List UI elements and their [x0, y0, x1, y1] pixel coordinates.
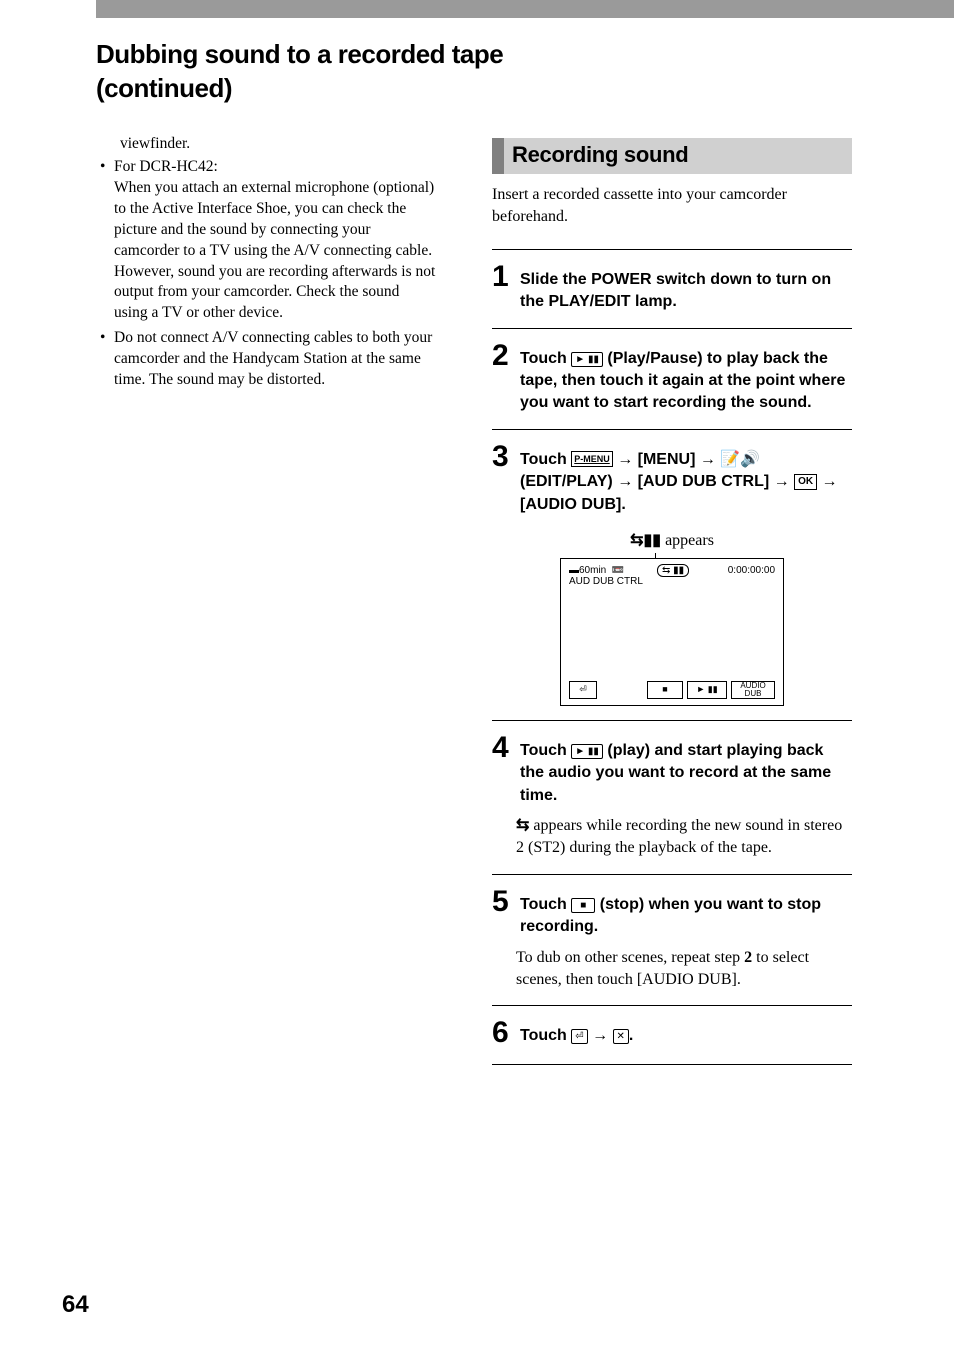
lcd-battery-icon: ▬ — [569, 565, 579, 576]
record-icon: ⇆ — [516, 817, 529, 834]
lcd-audiodub-l2: DUB — [745, 690, 762, 698]
right-column: Recording sound Insert a recorded casset… — [492, 138, 852, 1065]
pmenu-icon: P-MENU — [571, 451, 613, 468]
step-6: 6 Touch ⏎ → ✕. — [492, 1005, 852, 1065]
appears-text: appears — [661, 532, 714, 549]
editplay-glyph-icon: 📝🔊 — [720, 451, 760, 468]
lcd-spacer — [601, 681, 643, 699]
step-5-plain: To dub on other scenes, repeat step 2 to… — [516, 947, 852, 992]
section-header: Recording sound — [492, 138, 852, 174]
step-6-text: Touch ⏎ → ✕. — [520, 1016, 846, 1047]
lcd-dv-icon: 📼 — [612, 565, 624, 576]
play-icon: ► ▮▮ — [571, 744, 603, 759]
step-1-text: Slide the POWER switch down to turn on t… — [520, 260, 846, 314]
back-icon: ⏎ — [571, 1029, 587, 1044]
bullet-2-body: Do not connect A/V connecting cables to … — [114, 329, 432, 388]
bullet-2: Do not connect A/V connecting cables to … — [100, 328, 436, 391]
step-2: 2 Touch ► ▮▮ (Play/Pause) to play back t… — [492, 328, 852, 429]
step-6-period: . — [629, 1027, 633, 1044]
auddubctrl-label: [AUD DUB CTRL] — [638, 473, 770, 490]
arrow-icon: → — [817, 473, 837, 490]
arrow-icon: → — [588, 1027, 613, 1044]
audiodub-label: [AUDIO DUB]. — [520, 496, 626, 513]
lcd-audiodub-button: AUDIO DUB — [731, 681, 775, 699]
step-5: 5 Touch ■ (stop) when you want to stop r… — [492, 874, 852, 1006]
page-number: 64 — [62, 1291, 89, 1319]
step-5-plain-pre: To dub on other scenes, repeat step — [516, 949, 744, 966]
lcd-tick — [655, 553, 656, 559]
step-2-touch: Touch — [520, 350, 567, 367]
step-6-num: 6 — [492, 1016, 516, 1050]
lcd-top-left: ▬60min 📼 AUD DUB CTRL — [569, 565, 643, 587]
lcd-timecode: 0:00:00:00 — [728, 565, 775, 576]
step-4-text: Touch ► ▮▮ (play) and start playing back… — [520, 731, 846, 807]
step-4-plain: ⇆ appears while recording the new sound … — [516, 815, 852, 860]
bullet-1-lead: For DCR-HC42: — [114, 158, 218, 175]
arrow-icon: → — [613, 473, 638, 490]
step-4-num: 4 — [492, 731, 516, 765]
step-1: 1 Slide the POWER switch down to turn on… — [492, 249, 852, 328]
page-title: Dubbing sound to a recorded tape (contin… — [96, 38, 503, 106]
lcd-back-button: ⏎ — [569, 681, 597, 699]
step-3-touch: Touch — [520, 451, 571, 468]
step-4-plain-text: appears while recording the new sound in… — [516, 817, 842, 856]
step-2-text: Touch ► ▮▮ (Play/Pause) to play back the… — [520, 339, 846, 415]
lcd-battery-text: 60min — [579, 565, 606, 576]
step-5-num: 5 — [492, 885, 516, 919]
arrow-icon: → — [695, 451, 720, 468]
appears-line: ⇆▮▮ appears — [492, 530, 852, 550]
menu-label: [MENU] — [638, 451, 696, 468]
arrow-icon: → — [613, 451, 638, 468]
bullet-1-body: When you attach an external microphone (… — [114, 179, 435, 322]
ok-icon: OK — [794, 474, 817, 490]
step-4-touch: Touch — [520, 742, 571, 759]
step-3-text: Touch P-MENU → [MENU] → 📝🔊 (EDIT/PLAY) →… — [520, 440, 846, 516]
bullet-1: For DCR-HC42: When you attach an externa… — [100, 157, 436, 324]
lcd-screen: ▬60min 📼 AUD DUB CTRL ⇆ ▮▮ 0:00:00:00 ⏎ … — [560, 558, 784, 706]
editplay-label: (EDIT/PLAY) — [520, 473, 613, 490]
close-icon: ✕ — [613, 1029, 629, 1044]
stop-icon: ■ — [571, 898, 595, 913]
lcd-stop-button: ■ — [647, 681, 683, 699]
bullet-list: For DCR-HC42: When you attach an externa… — [100, 157, 436, 391]
step-5-plain-bold: 2 — [744, 949, 752, 966]
step-3-num: 3 — [492, 440, 516, 474]
left-column: viewfinder. For DCR-HC42: When you attac… — [100, 134, 436, 395]
lcd-play-button: ► ▮▮ — [687, 681, 727, 699]
step-5-text: Touch ■ (stop) when you want to stop rec… — [520, 885, 846, 939]
lcd-indicator-icon: ⇆ ▮▮ — [657, 564, 689, 577]
step-4: 4 Touch ► ▮▮ (play) and start playing ba… — [492, 720, 852, 874]
title-line-1: Dubbing sound to a recorded tape — [96, 38, 503, 72]
step-6-touch: Touch — [520, 1027, 571, 1044]
title-line-2: (continued) — [96, 72, 503, 106]
viewfinder-text: viewfinder. — [120, 134, 436, 155]
step-2-rest: (Play/Pause) to play back the tape, then… — [520, 350, 845, 412]
step-5-touch: Touch — [520, 896, 571, 913]
appears-icon: ⇆▮▮ — [630, 532, 661, 549]
step-1-num: 1 — [492, 260, 516, 294]
lcd-ctrl-text: AUD DUB CTRL — [569, 576, 643, 587]
lcd-bottom-row: ⏎ ■ ► ▮▮ AUDIO DUB — [569, 681, 775, 699]
step-2-num: 2 — [492, 339, 516, 373]
playpause-icon: ► ▮▮ — [571, 352, 603, 367]
header-bar — [96, 0, 954, 18]
arrow-icon: → — [769, 473, 794, 490]
section-intro: Insert a recorded cassette into your cam… — [492, 184, 852, 229]
step-3: 3 Touch P-MENU → [MENU] → 📝🔊 (EDIT/PLAY)… — [492, 429, 852, 720]
